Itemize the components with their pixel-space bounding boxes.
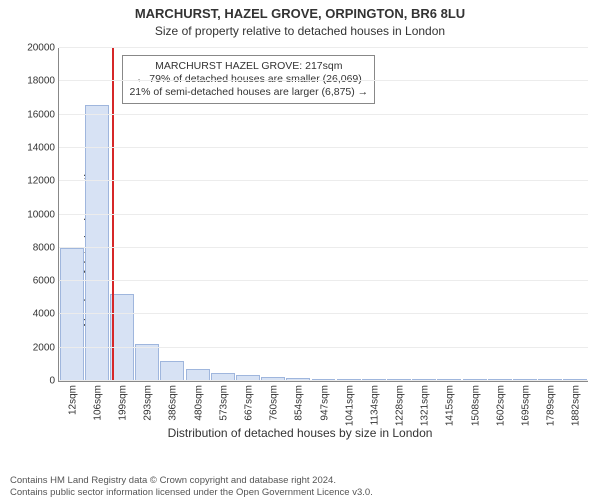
x-tick-label: 12sqm xyxy=(65,385,78,415)
y-tick-label: 14000 xyxy=(27,142,59,153)
page-title: MARCHURST, HAZEL GROVE, ORPINGTON, BR6 8… xyxy=(0,0,600,22)
y-tick-label: 20000 xyxy=(27,43,59,54)
x-axis-label: Distribution of detached houses by size … xyxy=(0,426,600,440)
gridline xyxy=(59,280,588,281)
x-tick-label: 573sqm xyxy=(216,385,229,421)
plot-outer: MARCHURST HAZEL GROVE: 217sqm ← 79% of d… xyxy=(58,48,588,382)
gridline xyxy=(59,114,588,115)
x-tick-label: 1321sqm xyxy=(418,385,431,426)
y-tick-label: 2000 xyxy=(33,342,59,353)
x-tick-label: 1695sqm xyxy=(519,385,532,426)
x-tick-label: 667sqm xyxy=(241,385,254,421)
x-tick-label: 947sqm xyxy=(317,385,330,421)
annotation-line-1: MARCHURST HAZEL GROVE: 217sqm xyxy=(129,60,368,73)
histogram-bar xyxy=(60,248,84,381)
y-tick-label: 10000 xyxy=(27,209,59,220)
x-tick-label: 1602sqm xyxy=(493,385,506,426)
y-tick-label: 8000 xyxy=(33,242,59,253)
x-tick-label: 386sqm xyxy=(166,385,179,421)
gridline xyxy=(59,147,588,148)
x-tick-label: 199sqm xyxy=(115,385,128,421)
histogram-bar xyxy=(160,361,184,381)
page-subtitle: Size of property relative to detached ho… xyxy=(0,22,600,38)
gridline xyxy=(59,80,588,81)
gridline xyxy=(59,313,588,314)
y-tick-label: 16000 xyxy=(27,109,59,120)
y-tick-label: 12000 xyxy=(27,176,59,187)
y-tick-label: 6000 xyxy=(33,276,59,287)
gridline xyxy=(59,347,588,348)
gridline xyxy=(59,247,588,248)
plot: MARCHURST HAZEL GROVE: 217sqm ← 79% of d… xyxy=(58,48,588,382)
x-tick-label: 854sqm xyxy=(292,385,305,421)
y-tick-label: 0 xyxy=(49,376,59,387)
property-marker-line xyxy=(112,48,114,381)
gridline xyxy=(59,47,588,48)
y-tick-label: 4000 xyxy=(33,309,59,320)
x-tick-label: 1228sqm xyxy=(393,385,406,426)
x-tick-label: 1508sqm xyxy=(468,385,481,426)
footer: Contains HM Land Registry data © Crown c… xyxy=(10,475,373,498)
x-tick-label: 106sqm xyxy=(90,385,103,421)
chart-area: Number of detached properties MARCHURST … xyxy=(0,44,600,444)
footer-line-2: Contains public sector information licen… xyxy=(10,487,373,498)
x-tick-label: 1134sqm xyxy=(367,385,380,425)
x-tick-label: 480sqm xyxy=(191,385,204,421)
x-tick-label: 1882sqm xyxy=(569,385,582,426)
y-tick-label: 18000 xyxy=(27,76,59,87)
x-tick-label: 1415sqm xyxy=(443,385,456,426)
gridline xyxy=(59,214,588,215)
gridline xyxy=(59,380,588,381)
histogram-bar xyxy=(135,344,159,381)
x-tick-label: 1041sqm xyxy=(342,385,355,426)
footer-line-1: Contains HM Land Registry data © Crown c… xyxy=(10,475,373,486)
annotation-line-3: 21% of semi-detached houses are larger (… xyxy=(129,86,368,99)
x-tick-label: 1789sqm xyxy=(544,385,557,426)
x-tick-label: 293sqm xyxy=(141,385,154,421)
x-tick-label: 760sqm xyxy=(267,385,280,421)
gridline xyxy=(59,180,588,181)
root: MARCHURST, HAZEL GROVE, ORPINGTON, BR6 8… xyxy=(0,0,600,500)
